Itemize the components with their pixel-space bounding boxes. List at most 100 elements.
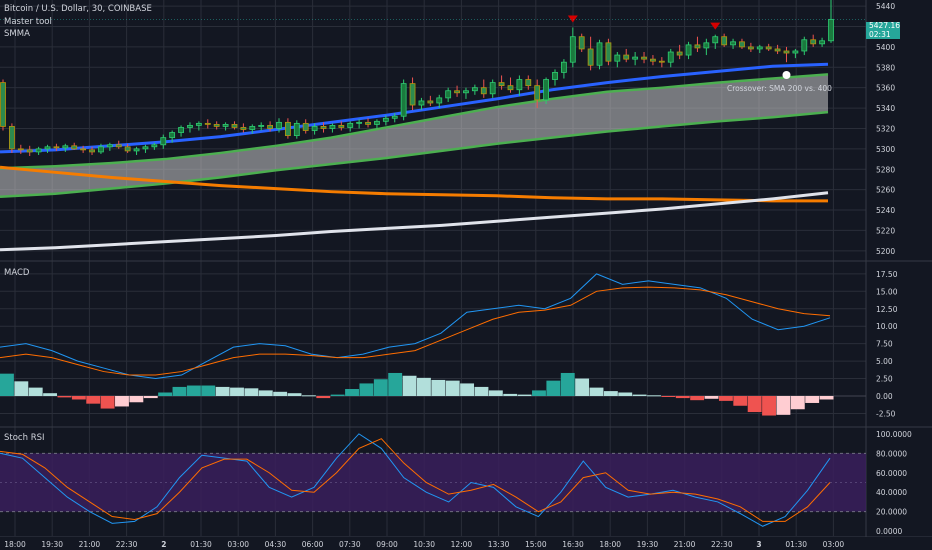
candle-body (62, 145, 69, 149)
time-tick-label: 18:00 (599, 540, 621, 549)
stoch-tick-label: 80.0000 (876, 449, 907, 458)
candle-body (240, 127, 247, 130)
candle-body (552, 71, 558, 80)
stoch-tick-label: 100.0000 (876, 430, 912, 439)
time-tick-label: 15:00 (525, 540, 547, 549)
macd-line (0, 273, 831, 380)
candle-body (178, 127, 184, 133)
candle-body (17, 148, 24, 151)
macd-tick-label: 7.50 (876, 340, 893, 349)
candle-body (213, 123, 220, 127)
candle-body (80, 148, 87, 151)
time-tick-label: 04:30 (265, 540, 287, 549)
time-tick-label: 03:00 (227, 540, 249, 549)
macd-histogram-bar (14, 381, 29, 396)
candle-body (89, 149, 95, 153)
stoch-tick-label: 40.0000 (876, 488, 907, 497)
candle-body (765, 46, 772, 50)
candle-body (329, 125, 336, 129)
indicator-master-tool[interactable]: Master tool (4, 17, 52, 27)
candle-body (801, 39, 808, 52)
macd-histogram-bar (704, 395, 719, 399)
candle-body (685, 44, 692, 56)
candle-body (267, 125, 273, 129)
macd-histogram-bar (417, 377, 431, 396)
macd-histogram-bar (143, 395, 158, 399)
candle-body (249, 126, 256, 130)
macd-tick-label: -2.50 (876, 409, 896, 418)
candle-body (302, 122, 309, 131)
candle-body (614, 54, 621, 62)
candle-body (463, 90, 469, 94)
candle-body (365, 121, 371, 125)
candle-body (151, 144, 158, 148)
macd-histogram-bar (287, 393, 302, 396)
macd-histogram-bar (618, 392, 633, 396)
indicator-smma[interactable]: SMMA (4, 29, 30, 39)
macd-histogram-bar (675, 395, 690, 399)
macd-histogram-bar (819, 395, 834, 400)
time-tick-label: 01:30 (190, 540, 212, 549)
macd-title[interactable]: MACD (4, 268, 30, 278)
candle-body (258, 125, 265, 127)
macd-histogram-bar (244, 388, 259, 396)
time-tick-label: 21:00 (79, 540, 101, 549)
macd-histogram-bar (359, 383, 374, 396)
time-tick-label: 18:00 (4, 540, 26, 549)
candle-body (124, 146, 131, 152)
candle-body (525, 79, 532, 87)
candle-body (712, 36, 719, 44)
candle-body (498, 82, 505, 87)
macd-histogram-bar (560, 372, 575, 396)
candle-body (623, 54, 630, 60)
macd-histogram-bar (517, 394, 532, 396)
candle-body (204, 122, 211, 125)
time-tick-label: 09:00 (376, 540, 398, 549)
price-tick-label: 5280 (876, 165, 895, 174)
candle-body (489, 82, 496, 95)
candle-body (471, 87, 478, 92)
candle-body (160, 137, 167, 146)
candle-body (810, 39, 817, 45)
macd-histogram-bar (661, 395, 676, 397)
candle-body (44, 146, 51, 150)
last-price-value: 5427.16 (869, 21, 901, 30)
stoch-rsi-title[interactable]: Stoch RSI (4, 433, 45, 443)
candle-body (632, 56, 639, 60)
candle-body (26, 149, 33, 153)
candle-body (98, 146, 104, 153)
candle-body (676, 51, 683, 56)
macd-histogram-bar (71, 395, 86, 400)
candle-body (142, 146, 149, 150)
candle-body (667, 51, 674, 63)
candle-body (819, 40, 825, 45)
macd-histogram-bar (733, 395, 748, 406)
time-tick-label: 2 (161, 540, 166, 549)
sell-signal-marker (567, 15, 578, 23)
time-tick-label: 10:30 (413, 540, 435, 549)
time-tick-label: 03:00 (823, 540, 845, 549)
price-tick-label: 5400 (876, 43, 895, 52)
macd-histogram-bar (0, 373, 14, 396)
signal-line (0, 286, 831, 376)
macd-histogram-bar (258, 390, 273, 396)
macd-histogram-bar (215, 386, 230, 396)
sell-signal-marker (710, 22, 721, 30)
candle-body (71, 145, 78, 150)
time-tick-label: 3 (756, 540, 761, 549)
time-tick-label: 22:30 (116, 540, 138, 549)
candle-body (578, 36, 585, 50)
macd-tick-label: 2.50 (876, 375, 893, 384)
candle-body (418, 100, 425, 106)
candle-body (187, 125, 193, 128)
candle-body (747, 46, 754, 50)
candle-body (53, 146, 60, 149)
price-tick-label: 5360 (876, 84, 895, 93)
macd-histogram-bar (115, 395, 129, 407)
candle-body (347, 122, 354, 128)
price-tick-label: 5340 (876, 104, 895, 113)
price-tick-label: 5240 (876, 206, 895, 215)
time-tick-label: 19:30 (41, 540, 63, 549)
price-tick-label: 5220 (876, 226, 895, 235)
